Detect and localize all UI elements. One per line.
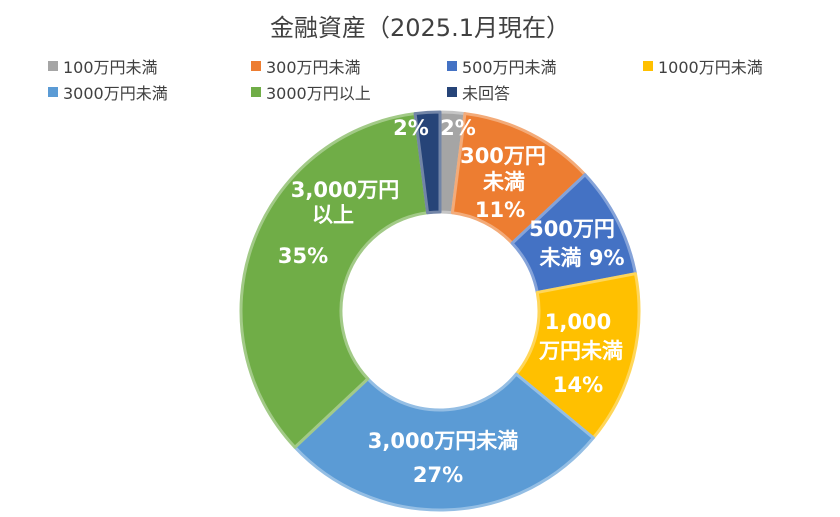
data-label-under-5m-yen-line-2: 未満 9% <box>540 246 625 270</box>
data-label-30m-yen-or-more-line-2: 以上 <box>312 203 354 227</box>
slice-under-30m-yen <box>293 372 595 512</box>
data-label-under-5m-yen-line-1: 500万円 <box>529 217 615 241</box>
data-label-under-1m-yen: 2% <box>440 116 476 140</box>
data-label-under-3m-yen-line-1: 300万円 <box>460 144 546 168</box>
slice-30m-yen-or-more <box>239 112 430 449</box>
legend-label-under-10m-yen: 1000万円未満 <box>658 58 763 77</box>
legend-swatch-under-3m-yen <box>251 61 261 71</box>
legend-swatch-under-10m-yen <box>643 61 653 71</box>
legend-item-under-1m-yen: 100万円未満 <box>48 56 158 77</box>
data-label-under-30m-yen-line-2: 27% <box>413 463 463 487</box>
data-label-30m-yen-or-more-line-1: 3,000万円 <box>291 178 399 202</box>
legend-swatch-30m-yen-or-more <box>251 87 261 97</box>
legend-item-30m-yen-or-more: 3000万円以上 <box>251 82 371 103</box>
legend-item-under-3m-yen: 300万円未満 <box>251 56 361 77</box>
legend-label-under-1m-yen: 100万円未満 <box>63 58 158 77</box>
legend-label-under-5m-yen: 500万円未満 <box>462 58 557 77</box>
data-label-under-30m-yen-line-1: 3,000万円未満 <box>368 429 518 453</box>
legend-item-under-30m-yen: 3000万円未満 <box>48 82 168 103</box>
data-label-no-answer: 2% <box>393 116 429 140</box>
data-label-under-10m-yen-line-1: 1,000 <box>545 310 611 334</box>
legend-label-under-30m-yen: 3000万円未満 <box>63 84 168 103</box>
legend-item-under-10m-yen: 1000万円未満 <box>643 56 763 77</box>
legend-swatch-under-1m-yen <box>48 61 58 71</box>
data-label-under-3m-yen-line-2: 未満 <box>483 170 525 194</box>
data-label-under-3m-yen-line-3: 11% <box>475 198 525 222</box>
donut-slices <box>239 110 641 512</box>
data-label-under-10m-yen-line-3: 14% <box>553 373 603 397</box>
legend-item-under-5m-yen: 500万円未満 <box>447 56 557 77</box>
legend: 100万円未満 300万円未満 500万円未満 1000万円未満 3000万円未… <box>0 0 840 110</box>
legend-swatch-under-30m-yen <box>48 87 58 97</box>
data-label-under-10m-yen-line-2: 万円未満 <box>538 339 623 363</box>
legend-label-no-answer: 未回答 <box>462 84 511 103</box>
legend-label-under-3m-yen: 300万円未満 <box>266 58 361 77</box>
data-labels: 2% 300万円未満 11%500万円未満 9% 1,000 万円未満 14% 3,000万… <box>278 116 625 487</box>
legend-swatch-no-answer <box>447 87 457 97</box>
chart-title: 金融資産（2025.1月現在） <box>270 14 570 42</box>
data-label-30m-yen-or-more-line-3: 35% <box>278 244 328 268</box>
slice-no-answer <box>413 110 442 215</box>
legend-item-no-answer: 未回答 <box>447 82 511 103</box>
legend-label-30m-yen-or-more: 3000万円以上 <box>266 84 371 103</box>
legend-swatch-under-5m-yen <box>447 61 457 71</box>
